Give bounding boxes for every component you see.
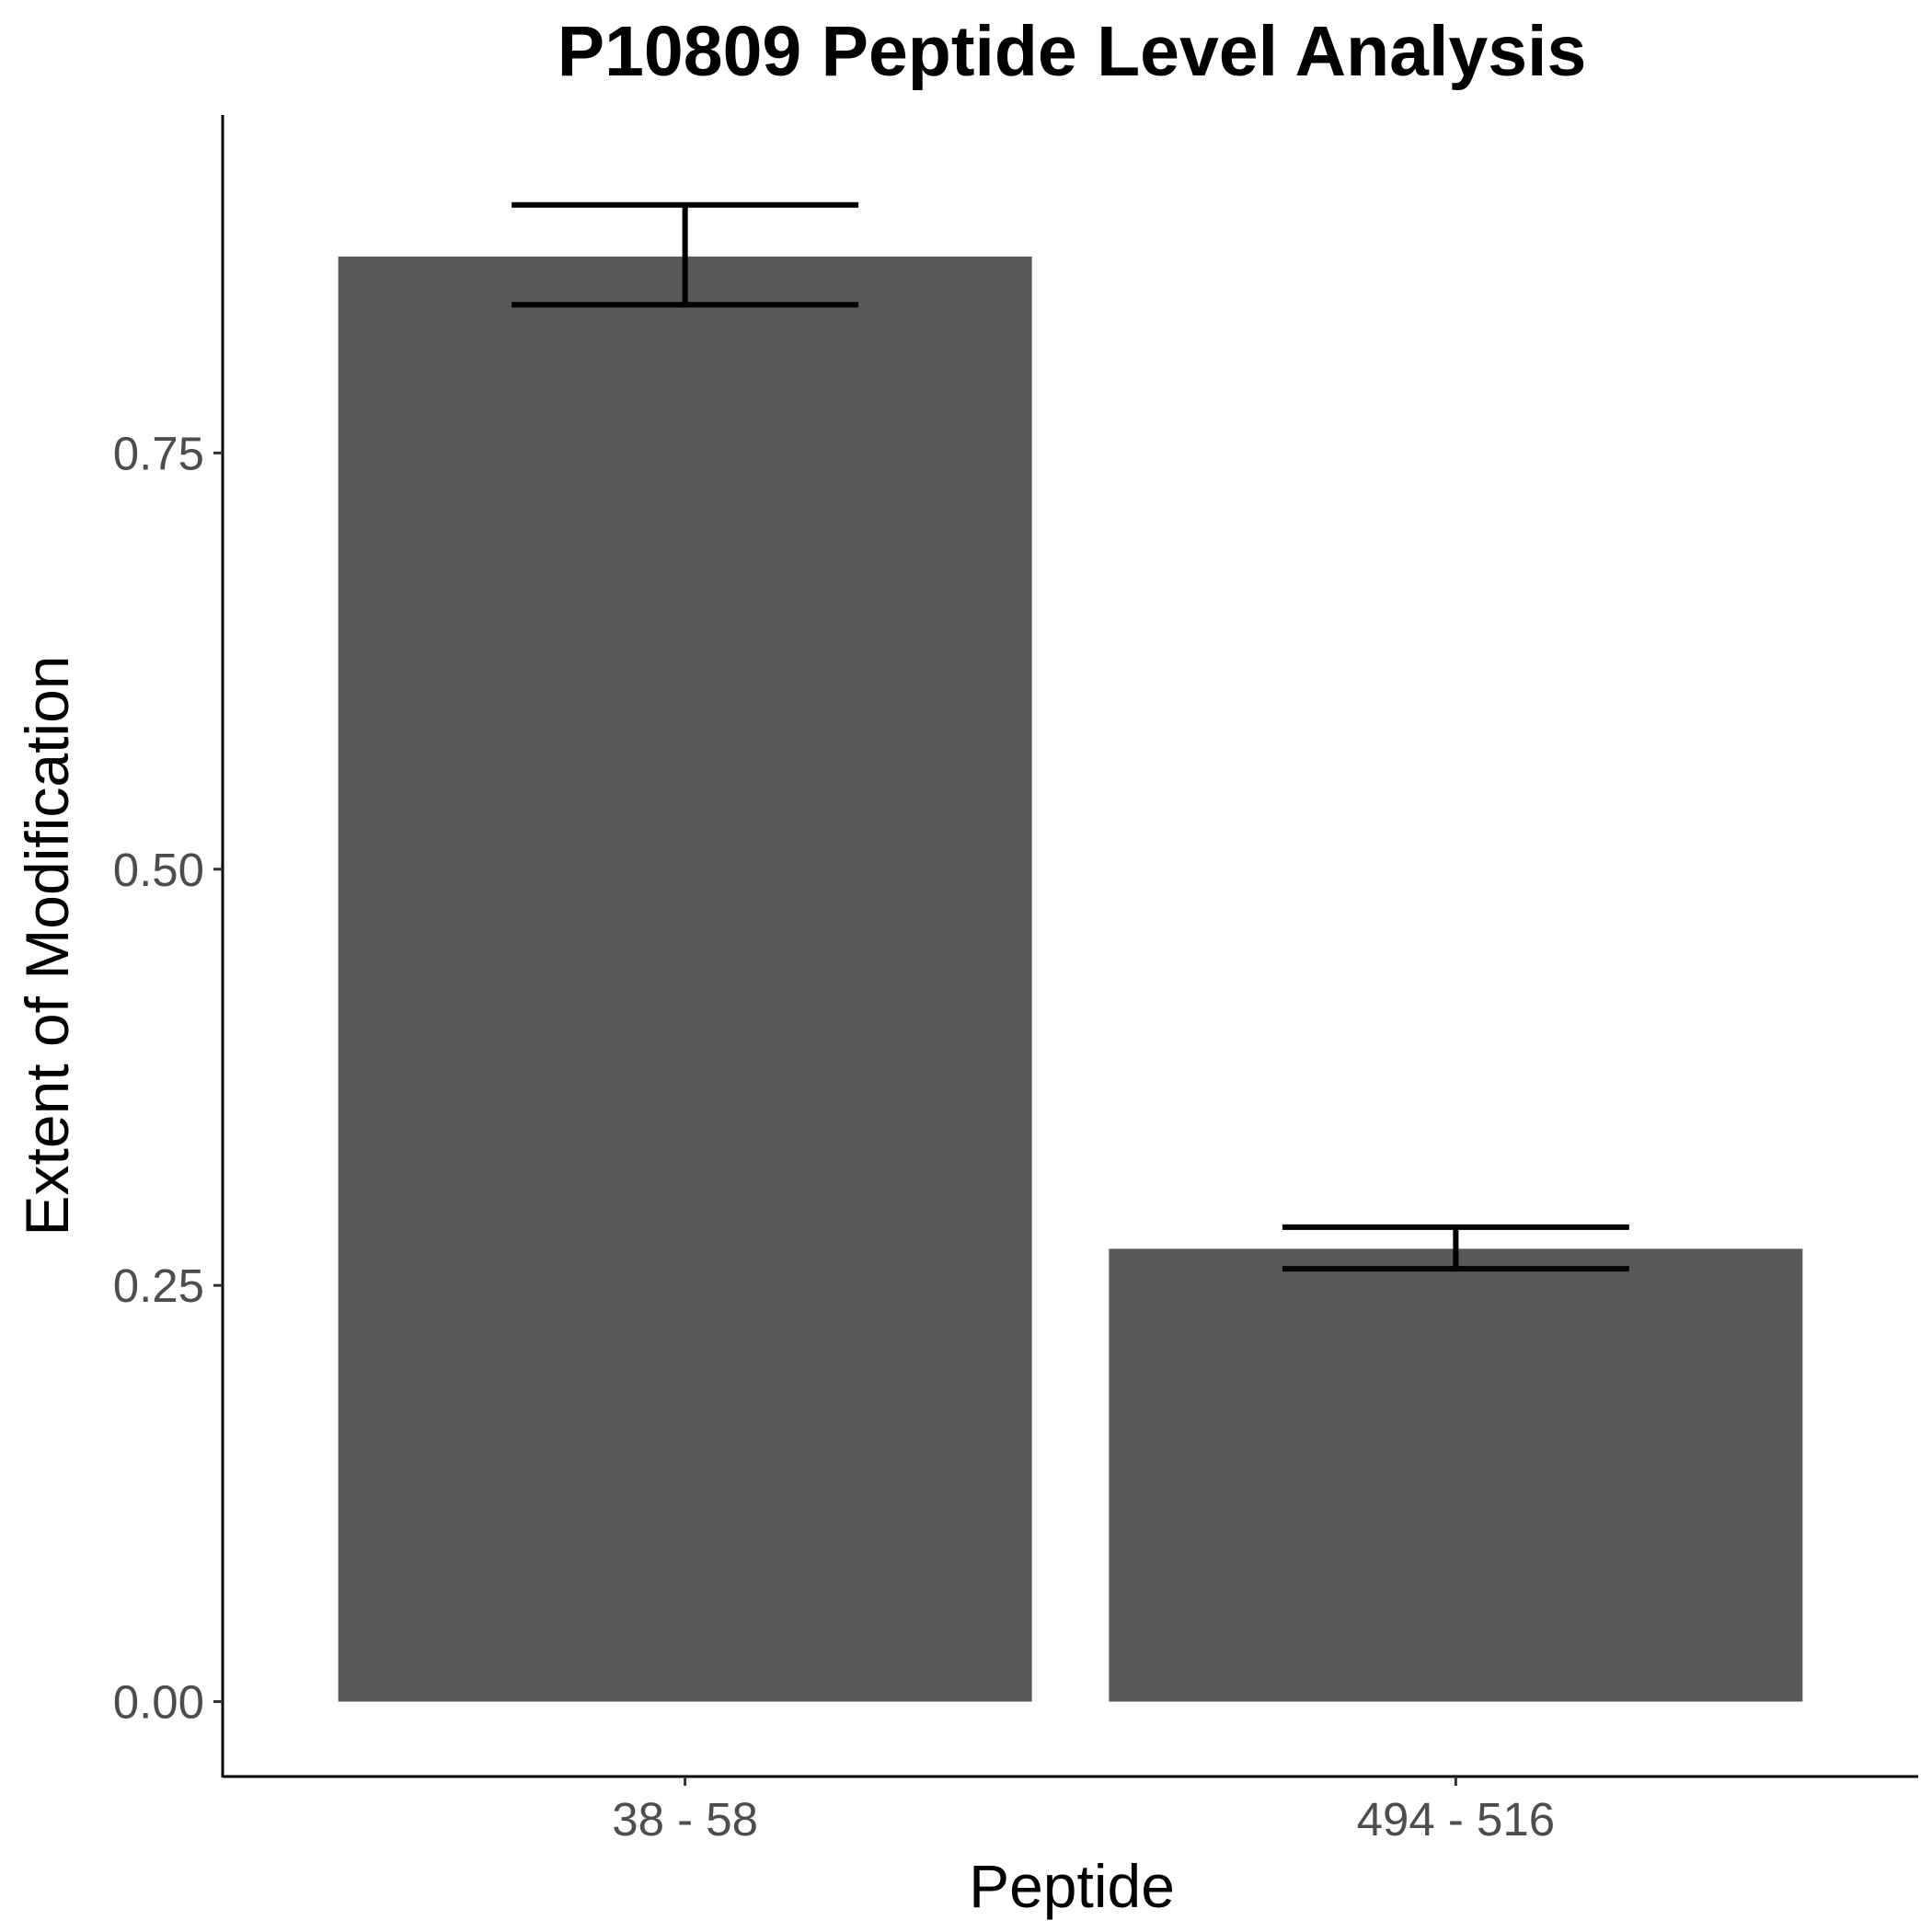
bar-1: [338, 256, 1032, 1702]
chart-title: P10809 Peptide Level Analysis: [558, 12, 1587, 91]
x-tick-label: 494 - 516: [1357, 1793, 1556, 1846]
plot-area: [338, 201, 1803, 1702]
x-tick-label: 38 - 58: [612, 1793, 758, 1846]
bar-2: [1109, 1248, 1803, 1702]
y-tick-label: 0.00: [113, 1676, 204, 1729]
x-axis-ticks: 38 - 58 494 - 516: [612, 1777, 1555, 1846]
y-tick-label: 0.25: [113, 1259, 204, 1312]
x-axis-label: Peptide: [969, 1852, 1175, 1920]
y-axis-label: Extent of Modification: [13, 656, 81, 1236]
y-tick-label: 0.75: [113, 427, 204, 479]
y-tick-label: 0.50: [113, 844, 204, 896]
y-axis-ticks: 0.00 0.25 0.50 0.75: [113, 427, 223, 1729]
